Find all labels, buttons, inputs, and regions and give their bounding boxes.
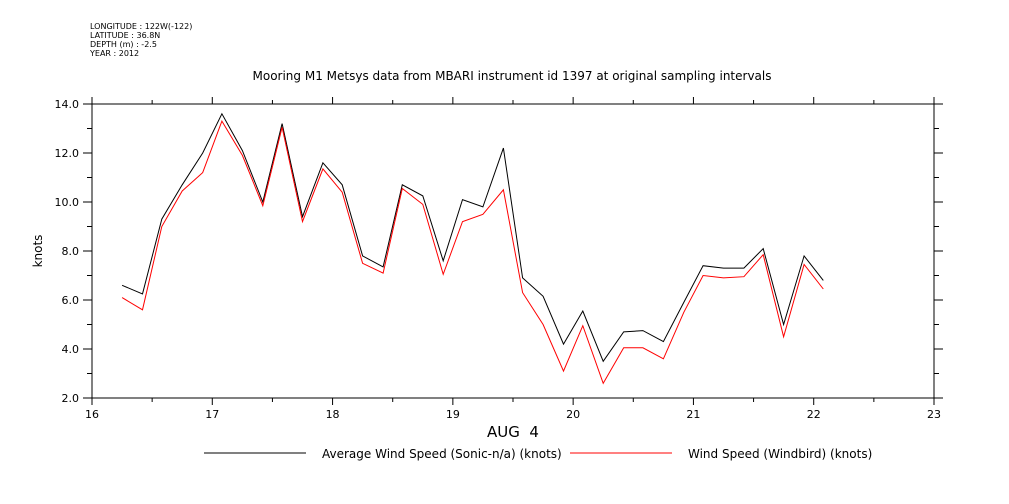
y-tick-label: 2.0 (62, 392, 80, 405)
year-label: YEAR : 2012 (90, 49, 140, 58)
legend-label-windbird: Wind Speed (Windbird) (knots) (688, 447, 872, 461)
series-line-average-wind-speed (121, 112, 824, 363)
x-tick-label: 22 (807, 408, 821, 421)
y-tick-label: 4.0 (62, 343, 80, 356)
y-axis-label: knots (31, 235, 45, 268)
chart-title: Mooring M1 Metsys data from MBARI instru… (253, 69, 772, 83)
x-tick-label: 20 (566, 408, 580, 421)
x-axis-label: AUG 4 (487, 423, 539, 441)
y-tick-label: 12.0 (55, 147, 80, 160)
legend-label-average: Average Wind Speed (Sonic-n/a) (knots) (322, 447, 562, 461)
legend: Average Wind Speed (Sonic-n/a) (knots) W… (204, 447, 872, 461)
depth-label: DEPTH (m) : -2.5 (90, 40, 157, 49)
x-tick-label: 17 (205, 408, 219, 421)
series-layer (121, 112, 824, 385)
x-tick-label: 23 (927, 408, 941, 421)
metadata-block: LONGITUDE : 122W(-122) LATITUDE : 36.8N … (90, 22, 192, 58)
y-tick-label: 14.0 (55, 98, 80, 111)
x-tick-label: 19 (446, 408, 460, 421)
latitude-label: LATITUDE : 36.8N (90, 31, 161, 40)
plot-frame (91, 103, 935, 399)
x-tick-label: 21 (686, 408, 700, 421)
longitude-label: LONGITUDE : 122W(-122) (90, 22, 193, 31)
axes: 16 17 18 19 20 21 22 23 2.0 4.0 6.0 8.0 10.0 12.0 14.0 (55, 97, 943, 421)
y-tick-label: 10.0 (55, 196, 80, 209)
x-tick-label: 16 (85, 408, 99, 421)
y-tick-label: 6.0 (62, 294, 80, 307)
y-tick-label: 8.0 (62, 245, 80, 258)
x-tick-label: 18 (326, 408, 340, 421)
series-line-windbird-wind-speed (121, 119, 824, 385)
